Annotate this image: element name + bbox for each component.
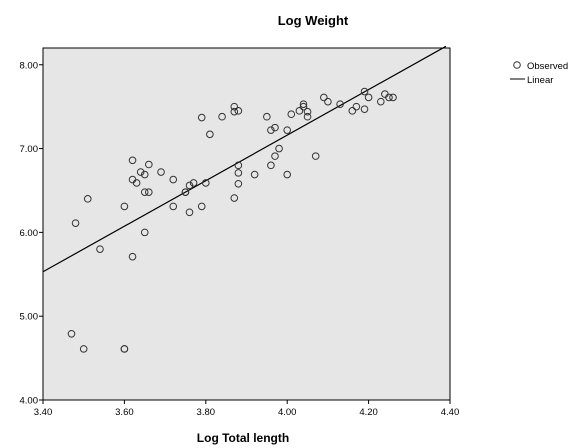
y-tick-label: 8.00 bbox=[20, 60, 39, 71]
x-tick-label: 4.20 bbox=[359, 407, 378, 418]
observed-point bbox=[275, 144, 283, 153]
observed-point bbox=[185, 208, 194, 217]
observed-point bbox=[181, 188, 190, 196]
observed-point bbox=[197, 113, 206, 122]
observed-point bbox=[320, 93, 328, 102]
y-tick-label: 4.00 bbox=[20, 396, 39, 407]
observed-point bbox=[303, 107, 312, 116]
observed-point bbox=[79, 345, 88, 353]
observed-point bbox=[271, 152, 279, 160]
observed-point bbox=[169, 202, 178, 211]
observed-point bbox=[83, 195, 92, 203]
observed-point bbox=[271, 123, 279, 132]
observed-point bbox=[234, 179, 243, 188]
observed-point bbox=[389, 93, 397, 102]
observed-point bbox=[283, 126, 292, 134]
observed-point bbox=[234, 169, 243, 177]
observed-point bbox=[360, 105, 369, 113]
x-tick-label: 3.60 bbox=[115, 407, 134, 418]
x-axis: 3.40 3.60 3.80 4.00 4.20 4.40 bbox=[34, 400, 460, 418]
observed-point bbox=[218, 112, 226, 121]
observed-point bbox=[206, 130, 214, 139]
observed-point bbox=[336, 100, 344, 108]
observed-point bbox=[348, 107, 357, 115]
observed-point bbox=[145, 188, 153, 196]
linear-fit-line bbox=[42, 45, 447, 273]
observed-point bbox=[267, 161, 275, 170]
observed-point bbox=[287, 110, 296, 119]
y-axis: 4.00 5.00 6.00 7.00 8.00 bbox=[20, 60, 43, 407]
observed-point bbox=[128, 156, 137, 165]
observed-point bbox=[197, 202, 206, 211]
observed-point bbox=[120, 202, 129, 211]
x-axis-title: Log Total length bbox=[197, 431, 289, 445]
observed-point bbox=[250, 170, 259, 179]
legend-linear-label: Linear bbox=[527, 75, 553, 86]
legend-observed-label: Observed bbox=[527, 61, 568, 72]
observed-point bbox=[132, 179, 141, 187]
plot-area bbox=[42, 47, 451, 401]
observed-point bbox=[267, 126, 275, 134]
observed-point bbox=[303, 112, 312, 121]
x-tick-label: 4.40 bbox=[441, 407, 460, 418]
observed-point bbox=[189, 179, 198, 187]
observed-point bbox=[283, 170, 292, 179]
observed-point bbox=[295, 107, 304, 115]
observed-point bbox=[120, 345, 129, 353]
observed-point bbox=[230, 102, 239, 111]
observed-point bbox=[360, 87, 369, 96]
observed-point bbox=[230, 194, 239, 202]
observed-point bbox=[299, 100, 308, 108]
observed-point bbox=[140, 170, 149, 179]
observed-point bbox=[263, 112, 271, 121]
observed-point bbox=[145, 160, 153, 169]
observed-point bbox=[128, 252, 137, 261]
x-tick-label: 4.00 bbox=[278, 407, 297, 418]
y-tick-label: 6.00 bbox=[20, 228, 39, 239]
observed-points-layer bbox=[67, 87, 397, 353]
observed-point bbox=[185, 181, 194, 190]
observed-point bbox=[299, 102, 308, 111]
observed-point bbox=[352, 102, 361, 111]
observed-point bbox=[67, 329, 76, 338]
y-tick-label: 5.00 bbox=[20, 312, 39, 323]
legend: Observed Linear bbox=[510, 61, 568, 86]
regression-line-layer bbox=[42, 45, 447, 273]
observed-point bbox=[234, 107, 243, 115]
observed-point bbox=[140, 188, 149, 196]
observed-point bbox=[140, 228, 149, 237]
observed-point bbox=[71, 219, 80, 227]
observed-point bbox=[169, 175, 178, 184]
observed-point bbox=[324, 97, 332, 106]
observed-point bbox=[364, 93, 373, 102]
observed-point bbox=[136, 168, 145, 176]
observed-point bbox=[230, 107, 239, 116]
x-tick-label: 3.80 bbox=[197, 407, 216, 418]
observed-point bbox=[377, 97, 385, 106]
chart-title: Log Weight bbox=[278, 13, 349, 28]
observed-point bbox=[311, 152, 320, 160]
observed-point bbox=[157, 168, 165, 176]
legend-observed-marker bbox=[513, 61, 521, 69]
observed-point bbox=[96, 245, 104, 253]
observed-point bbox=[234, 161, 243, 170]
y-tick-label: 7.00 bbox=[20, 144, 39, 155]
observed-point bbox=[385, 93, 393, 102]
observed-point bbox=[202, 179, 210, 187]
x-tick-label: 3.40 bbox=[34, 407, 53, 418]
